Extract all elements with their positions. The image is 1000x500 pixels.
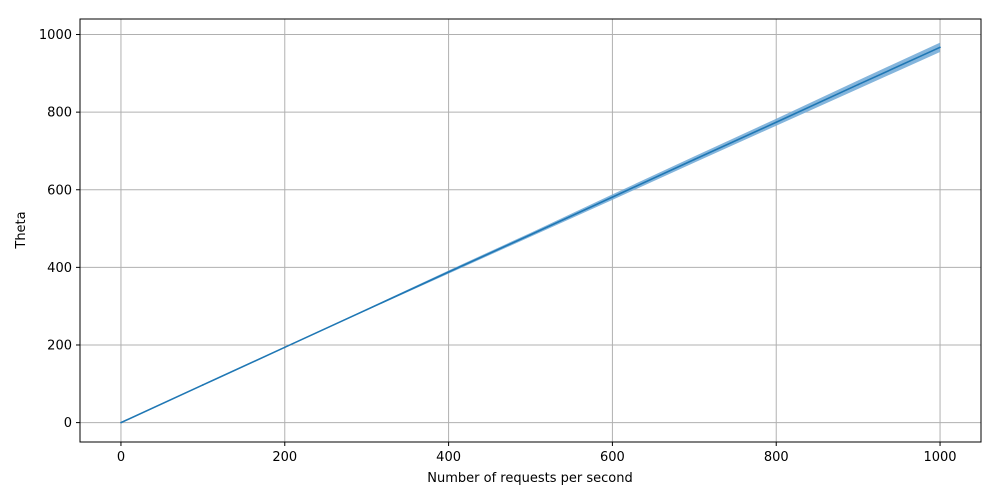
data-point [693,158,696,161]
plot-frame [79,18,982,443]
y-tick-label: 800 [47,106,72,121]
x-tick-label: 0 [117,450,125,465]
grid-lines [80,19,981,442]
y-tick-label: 1000 [39,28,72,43]
data-point [365,308,368,311]
data-point [120,421,122,424]
data-point [447,271,450,273]
x-tick-label: 800 [764,450,789,465]
x-axis-title: Number of requests per second [427,471,632,486]
y-tick-label: 200 [47,338,72,353]
x-tick-label: 600 [600,450,625,465]
x-tick-label: 1000 [923,450,956,465]
y-tick-label: 0 [64,416,72,431]
y-tick-label: 400 [47,261,72,276]
x-tick-label: 200 [272,450,297,465]
data-point [939,46,941,49]
data-point [775,121,778,124]
data-point [202,384,204,386]
x-axis-ticks: 0 200 400 600 800 1000 [117,442,957,465]
y-tick-label: 600 [47,183,72,198]
data-point [611,196,614,198]
series-line-group [120,46,941,424]
confidence-band-group [120,42,941,423]
data-point [283,346,286,349]
y-axis-title: Theta [14,211,29,249]
data-point [857,83,859,86]
y-axis-ticks: 0 200 400 600 800 1000 [39,28,80,431]
data-point [529,233,532,236]
x-tick-label: 400 [436,450,461,465]
confidence-band [120,42,941,423]
